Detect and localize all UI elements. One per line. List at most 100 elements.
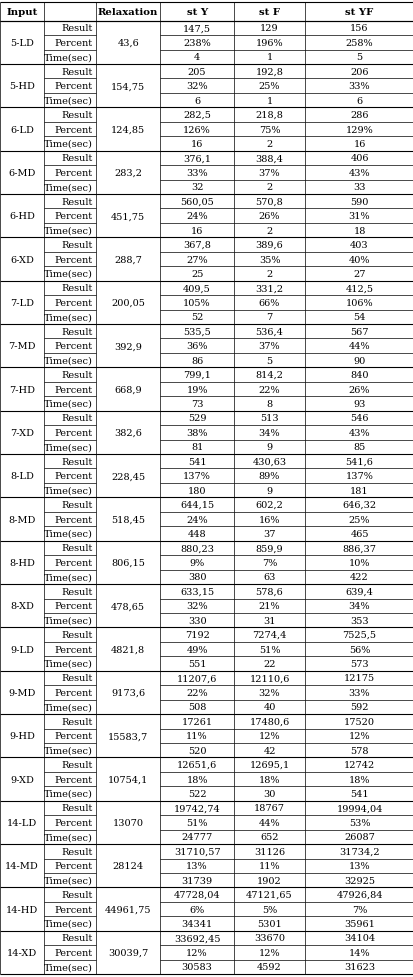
Text: 9-MD: 9-MD [8, 688, 36, 698]
Text: st Y: st Y [186, 8, 207, 17]
Text: 376,1: 376,1 [183, 154, 211, 163]
Text: 32%: 32% [186, 82, 207, 91]
Text: Percent: Percent [55, 212, 93, 221]
Text: 886,37: 886,37 [342, 544, 376, 553]
Text: Time(sec): Time(sec) [44, 313, 93, 322]
Text: 799,1: 799,1 [183, 370, 211, 380]
Text: 409,5: 409,5 [183, 284, 211, 293]
Text: 35%: 35% [258, 255, 280, 265]
Text: 200,05: 200,05 [111, 299, 145, 308]
Text: 124,85: 124,85 [111, 125, 145, 135]
Text: 126%: 126% [183, 125, 211, 135]
Text: 27%: 27% [186, 255, 207, 265]
Text: 35961: 35961 [343, 919, 374, 928]
Text: Time(sec): Time(sec) [44, 659, 93, 668]
Text: 639,4: 639,4 [345, 587, 373, 596]
Text: 814,2: 814,2 [255, 370, 283, 380]
Text: 205: 205 [188, 67, 206, 76]
Text: Relaxation: Relaxation [98, 8, 158, 17]
Text: 40%: 40% [348, 255, 369, 265]
Text: Result: Result [61, 24, 93, 33]
Text: 18%: 18% [258, 775, 280, 784]
Text: 34104: 34104 [343, 933, 374, 943]
Text: 10%: 10% [348, 558, 369, 568]
Text: 518,45: 518,45 [111, 515, 145, 524]
Text: 406: 406 [349, 154, 368, 163]
Text: Time(sec): Time(sec) [44, 487, 93, 495]
Text: 31710,57: 31710,57 [173, 847, 220, 856]
Text: 592: 592 [349, 702, 368, 711]
Text: 51%: 51% [186, 818, 207, 828]
Text: 7525,5: 7525,5 [342, 630, 376, 640]
Text: 7-HD: 7-HD [9, 385, 35, 394]
Text: 12651,6: 12651,6 [176, 760, 217, 769]
Text: 181: 181 [349, 487, 368, 495]
Text: 56%: 56% [348, 645, 369, 654]
Text: Time(sec): Time(sec) [44, 530, 93, 538]
Text: 668,9: 668,9 [114, 385, 142, 394]
Text: 44%: 44% [258, 818, 280, 828]
Text: Percent: Percent [55, 125, 93, 135]
Text: 137%: 137% [183, 472, 211, 481]
Text: Percent: Percent [55, 862, 93, 871]
Text: 12742: 12742 [343, 760, 374, 769]
Text: 2: 2 [266, 270, 272, 278]
Text: 536,4: 536,4 [255, 327, 283, 336]
Text: 63: 63 [263, 573, 275, 581]
Text: 33692,45: 33692,45 [173, 933, 220, 943]
Text: 31%: 31% [348, 212, 370, 221]
Text: Result: Result [61, 111, 93, 120]
Text: 9173,6: 9173,6 [111, 688, 145, 698]
Text: 6-XD: 6-XD [10, 255, 34, 265]
Text: 4: 4 [193, 54, 200, 63]
Text: Result: Result [61, 154, 93, 163]
Text: 14-HD: 14-HD [6, 905, 38, 913]
Text: 6-MD: 6-MD [8, 169, 36, 178]
Text: 106%: 106% [345, 299, 373, 308]
Text: 14-XD: 14-XD [7, 948, 37, 956]
Text: 5-HD: 5-HD [9, 82, 35, 91]
Text: 52: 52 [190, 313, 203, 322]
Text: Time(sec): Time(sec) [44, 357, 93, 365]
Text: 573: 573 [349, 659, 368, 668]
Text: 147,5: 147,5 [183, 24, 211, 33]
Text: 25: 25 [190, 270, 203, 278]
Text: Result: Result [61, 500, 93, 510]
Text: Percent: Percent [55, 82, 93, 91]
Text: 129: 129 [260, 24, 278, 33]
Text: 522: 522 [188, 789, 206, 798]
Text: Time(sec): Time(sec) [44, 832, 93, 841]
Text: 5-LD: 5-LD [10, 39, 34, 48]
Text: 30583: 30583 [181, 962, 212, 971]
Text: 18%: 18% [348, 775, 369, 784]
Text: Time(sec): Time(sec) [44, 227, 93, 235]
Text: 535,5: 535,5 [183, 327, 211, 336]
Text: 465: 465 [349, 530, 368, 538]
Text: Result: Result [61, 717, 93, 726]
Text: 17520: 17520 [343, 717, 374, 726]
Text: 47926,84: 47926,84 [335, 890, 382, 899]
Text: Result: Result [61, 674, 93, 683]
Text: 206: 206 [349, 67, 368, 76]
Text: 32925: 32925 [343, 875, 374, 885]
Text: 53%: 53% [348, 818, 369, 828]
Text: 51%: 51% [258, 645, 280, 654]
Text: 560,05: 560,05 [180, 197, 214, 206]
Text: 49%: 49% [186, 645, 207, 654]
Text: 22%: 22% [258, 385, 280, 394]
Text: Time(sec): Time(sec) [44, 745, 93, 755]
Text: 382,6: 382,6 [114, 429, 142, 438]
Text: 570,8: 570,8 [255, 197, 283, 206]
Text: 806,15: 806,15 [111, 558, 145, 568]
Text: 15583,7: 15583,7 [108, 732, 148, 741]
Text: 859,9: 859,9 [255, 544, 282, 553]
Text: 89%: 89% [258, 472, 280, 481]
Text: 22%: 22% [186, 688, 207, 698]
Text: 430,63: 430,63 [252, 457, 286, 466]
Text: 8: 8 [266, 400, 272, 408]
Text: 12%: 12% [258, 948, 280, 956]
Text: 26%: 26% [348, 385, 369, 394]
Text: 12%: 12% [258, 732, 280, 741]
Text: 17480,6: 17480,6 [249, 717, 289, 726]
Text: Time(sec): Time(sec) [44, 573, 93, 581]
